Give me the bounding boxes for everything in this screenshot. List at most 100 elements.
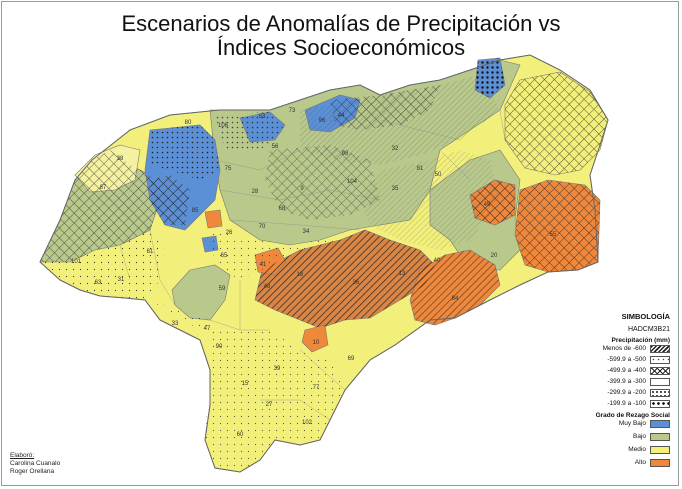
legend-social-label: Medio (628, 446, 646, 453)
legend-model: HADCM3B21 (627, 326, 670, 333)
credits-author-1: Carolina Cuanalo (10, 460, 61, 467)
municipality-label: 73 (289, 108, 296, 114)
legend-heading: SIMBOLOGÍA (621, 312, 670, 321)
municipality-label: 65 (221, 253, 228, 259)
municipality-label: 41 (260, 262, 267, 268)
legend-social-swatch (650, 459, 670, 467)
municipality-label: 15 (242, 381, 249, 387)
legend-precip-label: -599.9 a -500 (607, 356, 646, 363)
legend-precip-item: -599.9 a -500 (566, 355, 674, 366)
municipality-labels: 38 87 106 73 44 80 75 53 96 56 98 32 81 35 9 50 104 28 68 8… (71, 108, 557, 438)
region-alto-small3 (204, 209, 223, 229)
legend-precip-item: -399.9 a -300 (566, 377, 674, 388)
legend-precip-label: -499.9 a -400 (607, 367, 646, 374)
municipality-label: 33 (172, 321, 179, 327)
precip-dots-merida (150, 125, 220, 180)
municipality-label: 60 (237, 432, 244, 438)
municipality-label: 36 (353, 280, 360, 286)
legend-social-swatch (650, 446, 670, 454)
municipality-label: 90 (216, 344, 223, 350)
legend-precip-label: -399.9 a -300 (607, 378, 646, 385)
municipality-label: 84 (452, 296, 459, 302)
credits-author-2: Roger Orellana (10, 468, 55, 475)
municipality-label: 85 (192, 208, 199, 214)
municipality-label: 48 (264, 284, 271, 290)
legend-social-swatch (650, 420, 670, 428)
legend-social-item: Alto (566, 458, 674, 471)
municipality-label: 18 (297, 272, 304, 278)
legend-social-item: Medio (566, 445, 674, 458)
legend-social-list: Muy Bajo Bajo Medio Alto (566, 419, 674, 471)
municipality-label: 38 (117, 156, 124, 162)
legend-precip-swatch (650, 367, 670, 375)
precip-cross-nw (40, 150, 160, 262)
municipality-label: 13 (399, 271, 406, 277)
municipality-label: 106 (218, 123, 229, 129)
legend-social-item: Muy Bajo (566, 419, 674, 432)
municipality-label: 55 (550, 232, 557, 238)
municipality-label: 45 (484, 202, 491, 208)
credits-heading: Elaboró: (10, 452, 35, 459)
legend-precip-swatch (650, 378, 670, 386)
precip-sparse-south (150, 300, 345, 472)
municipality-label: 102 (302, 420, 313, 426)
legend-precip-list: Menos de -600 -599.9 a -500 -499.9 a -400 -… (566, 344, 674, 410)
municipality-label: 80 (185, 120, 192, 126)
legend-social-label: Bajo (632, 433, 646, 440)
precip-cross-band (330, 85, 440, 130)
municipality-label: 61 (147, 249, 154, 255)
municipality-label: 20 (491, 253, 498, 259)
legend-precip-item: -199.9 a -100 (566, 399, 674, 410)
municipality-label: 81 (417, 166, 424, 172)
municipality-label: 53 (259, 114, 266, 120)
municipality-label: 34 (303, 229, 310, 235)
municipality-label: 10 (313, 340, 320, 346)
legend-social-item: Bajo (566, 432, 674, 445)
legend-precip-label: -299.9 a -200 (607, 389, 646, 396)
municipality-label: 28 (252, 189, 259, 195)
municipality-label: 63 (95, 280, 102, 286)
municipality-label: 59 (219, 286, 226, 292)
municipality-label: 77 (313, 385, 320, 391)
legend-precip-label: Menos de -600 (602, 345, 646, 352)
precip-sparse-center (210, 230, 340, 280)
municipality-label: 40 (434, 258, 441, 264)
municipality-label: 27 (266, 402, 273, 408)
precip-cross-center (265, 145, 380, 220)
legend-precip-swatch (650, 400, 670, 408)
municipality-label: 87 (100, 185, 107, 191)
municipality-label: 9 (300, 186, 304, 192)
precip-diag-south (255, 230, 435, 328)
map-title: Escenarios de Anomalías de Precipitación… (0, 12, 682, 60)
region-bajo-west (171, 264, 231, 321)
municipality-label: 32 (392, 146, 399, 152)
state-outline (39, 54, 609, 473)
precip-thin-ne (505, 72, 608, 175)
legend-social-label: Alto (634, 459, 646, 466)
legend-precip-swatch (650, 356, 670, 364)
title-line-1: Escenarios de Anomalías de Precipitación… (121, 11, 561, 36)
municipality-label: 56 (272, 144, 279, 150)
legend-precip-item: -299.9 a -200 (566, 388, 674, 399)
municipality-label: 39 (274, 366, 281, 372)
municipality-label: 75 (225, 166, 232, 172)
municipality-label: 50 (435, 172, 442, 178)
legend-precip-swatch (650, 345, 670, 353)
municipality-label: 35 (392, 186, 399, 192)
legend-precip-item: -499.9 a -400 (566, 366, 674, 377)
title-line-2: Índices Socioeconómicos (216, 35, 466, 60)
precip-diag-east (515, 180, 600, 272)
municipality-label: 31 (118, 277, 125, 283)
municipality-label: 26 (226, 230, 233, 236)
precip-sparse-west (40, 230, 165, 300)
municipality-label: 98 (342, 151, 349, 157)
legend-social-heading: Grado de Rezago Social (595, 412, 670, 419)
municipality-label: 44 (338, 113, 345, 119)
legend: SIMBOLOGÍA HADCM3B21 Precipitación (mm) … (566, 312, 674, 471)
legend-social-label: Muy Bajo (618, 420, 646, 427)
legend-precip-swatch (650, 389, 670, 397)
legend-social-swatch (650, 433, 670, 441)
municipality-label: 101 (71, 259, 82, 265)
